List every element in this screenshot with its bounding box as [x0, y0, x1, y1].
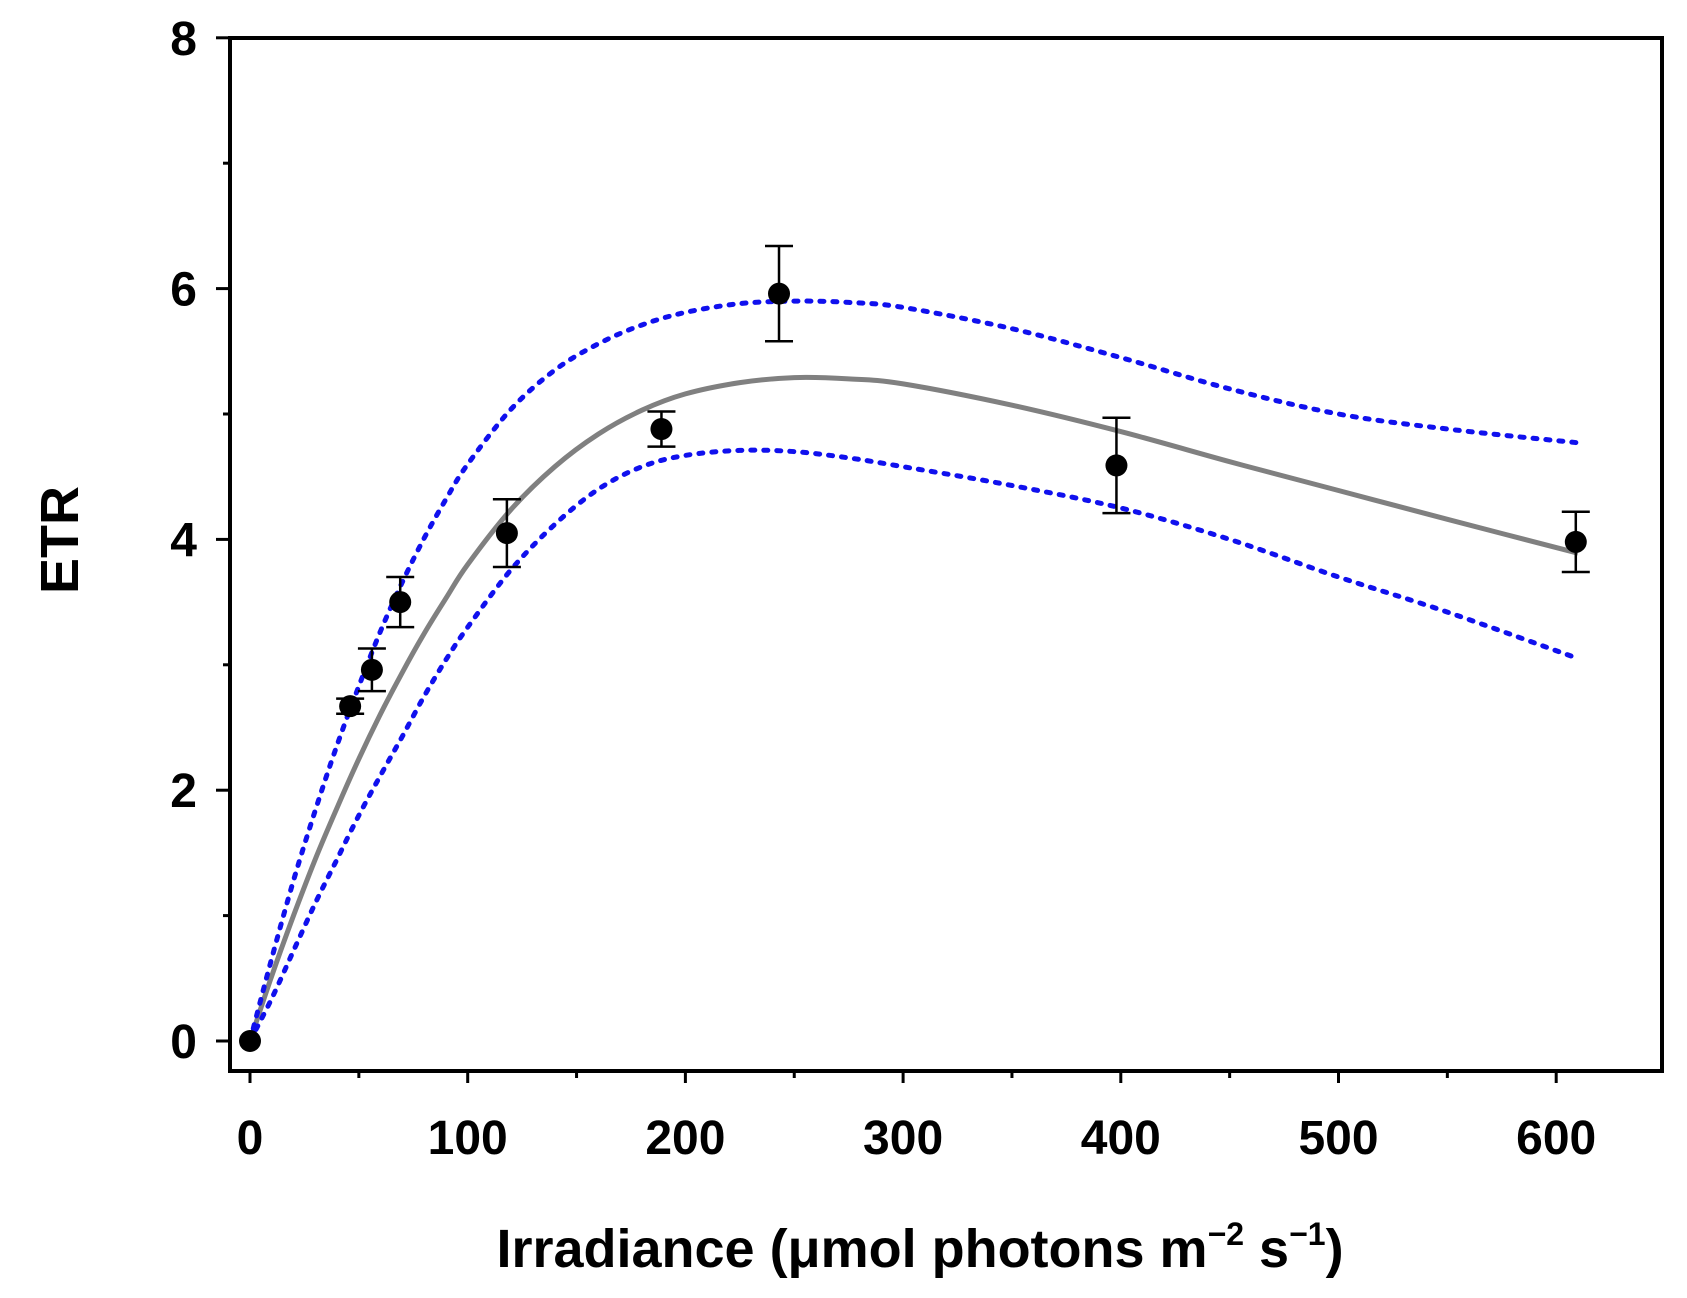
y-tick-label: 8: [170, 13, 197, 66]
data-point: [389, 591, 412, 614]
x-tick-label: 100: [428, 1112, 508, 1165]
upper-confidence-band: [247, 298, 1581, 1044]
x-tick-label: 500: [1298, 1112, 1378, 1165]
data-point-layer: [239, 244, 1590, 1052]
data-point: [239, 1030, 261, 1052]
x-tick-label: 200: [645, 1112, 725, 1165]
x-tick-label: 0: [237, 1112, 264, 1165]
y-axis-ticks: 0 2 4 6 8: [170, 13, 230, 1069]
x-axis-ticks: 0 100 200 300 400 500 600: [237, 1071, 1596, 1165]
lower-confidence-band: [247, 447, 1581, 1044]
data-point: [360, 658, 383, 681]
y-tick-label: 2: [170, 765, 197, 818]
data-point: [768, 282, 791, 305]
plot-frame: [228, 36, 1664, 1073]
y-tick-label: 4: [170, 514, 197, 567]
y-axis-title: ETR: [30, 486, 90, 594]
x-tick-label: 400: [1081, 1112, 1161, 1165]
data-point: [495, 522, 518, 545]
x-tick-label: 600: [1516, 1112, 1596, 1165]
data-point: [339, 695, 362, 718]
curve-layer: [247, 298, 1581, 1044]
y-tick-label: 0: [170, 1016, 197, 1069]
fitted-curve-line: [247, 374, 1579, 1042]
x-tick-label: 300: [863, 1112, 943, 1165]
data-point: [650, 418, 673, 441]
x-axis-title: Irradiance (μmol photons m−2 s−1): [496, 1216, 1343, 1279]
y-tick-label: 6: [170, 264, 197, 317]
data-point: [1564, 530, 1587, 553]
data-point: [1105, 454, 1128, 477]
